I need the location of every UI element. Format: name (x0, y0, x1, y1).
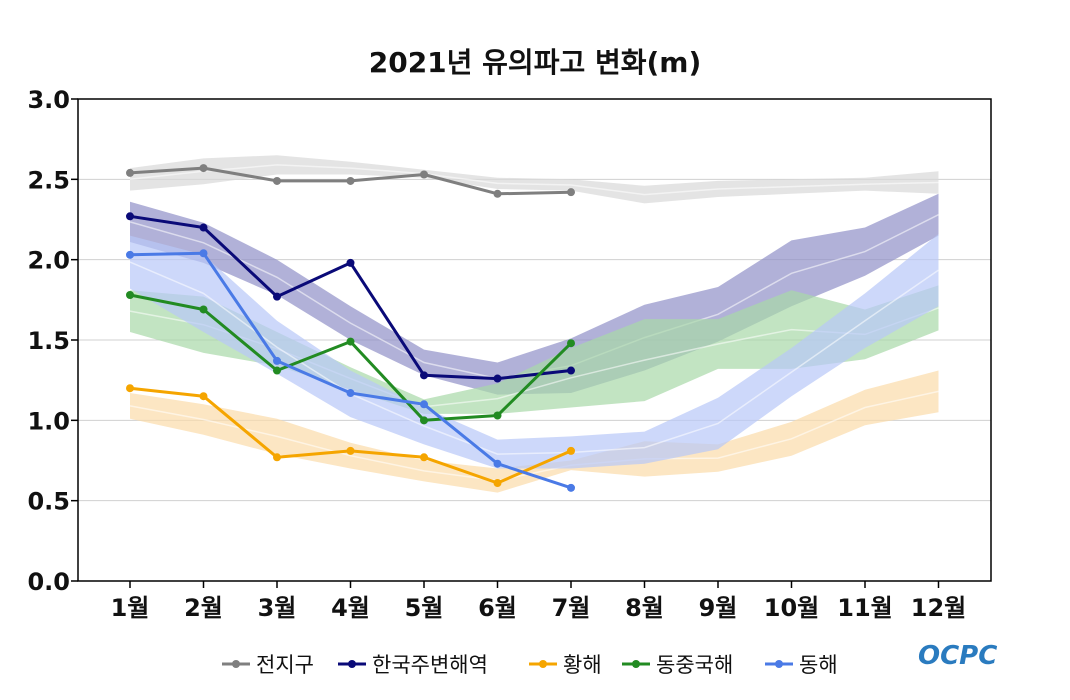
point-0-2 (273, 176, 281, 185)
x-axis-ticks: 1월 2월 3월 4월 5월 6월 7월 8월 9월 10월 11월 12월 (111, 581, 966, 622)
band-1 (130, 193, 939, 395)
xtick-label-9: 10월 (764, 594, 819, 622)
point-3-2 (273, 366, 281, 375)
logo-text: OCPC (918, 641, 997, 671)
point-2-5 (493, 478, 502, 487)
ocpc-logo: OCPC (918, 641, 997, 671)
point-1-5 (493, 374, 502, 383)
band-median-4 (129, 261, 939, 455)
xtick-label-0: 1월 (111, 594, 150, 622)
ytick-label-6: 3.0 (27, 86, 70, 114)
point-1-2 (273, 292, 281, 301)
xtick-label-3: 4월 (331, 594, 370, 622)
chart-title: 2021년 유의파고 변화(m) (369, 46, 702, 79)
point-2-0 (126, 384, 134, 393)
ytick-label-3: 1.5 (27, 327, 70, 355)
point-4-5 (493, 459, 502, 468)
point-1-0 (126, 212, 134, 221)
legend-label-3: 동중국해 (656, 653, 733, 677)
ytick-label-1: 0.5 (27, 488, 70, 516)
xtick-label-11: 12월 (911, 594, 966, 622)
point-4-2 (273, 356, 281, 365)
point-3-1 (199, 305, 208, 314)
point-3-5 (493, 411, 502, 420)
point-2-2 (273, 453, 281, 462)
point-0-0 (126, 168, 134, 177)
legend-label-4: 동해 (799, 653, 838, 677)
point-2-6 (567, 446, 575, 455)
xtick-label-4: 5월 (405, 594, 444, 622)
legend-label-1: 한국주변해역 (372, 653, 488, 677)
xtick-label-6: 7월 (552, 594, 591, 622)
point-1-6 (567, 366, 575, 375)
band-2 (130, 370, 939, 493)
point-0-3 (346, 176, 355, 185)
point-3-4 (420, 416, 428, 425)
xtick-label-1: 2월 (184, 594, 223, 622)
point-0-1 (199, 164, 208, 173)
ytick-label-0: 0.0 (27, 568, 70, 596)
band-median-0 (129, 164, 939, 196)
point-4-1 (199, 249, 208, 258)
band-median-2 (129, 390, 939, 482)
y-axis-ticks: 0.0 0.5 1.0 1.5 2.0 2.5 3.0 (27, 86, 78, 596)
legend-marker-4 (775, 660, 783, 668)
legend-marker-2 (539, 660, 547, 668)
point-1-1 (199, 223, 208, 232)
point-2-4 (420, 453, 428, 462)
ytick-label-2: 1.0 (27, 407, 70, 435)
point-3-6 (567, 339, 575, 348)
legend-label-0: 전지구 (256, 653, 314, 677)
point-0-4 (420, 170, 428, 179)
point-3-3 (346, 337, 355, 346)
legend-marker-1 (348, 660, 356, 668)
point-0-5 (493, 189, 502, 198)
legend: 전지구 한국주변해역 황해 동중국해 동해 (222, 653, 838, 677)
point-2-1 (199, 392, 208, 401)
series-lines (126, 164, 575, 492)
legend-marker-3 (632, 660, 640, 668)
ytick-label-4: 2.0 (27, 247, 70, 275)
legend-marker-0 (232, 660, 240, 668)
point-4-0 (126, 250, 134, 259)
legend-label-2: 황해 (563, 653, 602, 677)
xtick-label-7: 8월 (625, 594, 664, 622)
point-4-3 (346, 389, 355, 398)
point-4-4 (420, 400, 428, 409)
point-4-6 (567, 483, 575, 492)
point-0-6 (567, 188, 575, 197)
xtick-label-5: 6월 (478, 594, 517, 622)
point-1-3 (346, 258, 355, 267)
range-bands (129, 155, 939, 493)
xtick-label-2: 3월 (258, 594, 297, 622)
xtick-label-10: 11월 (837, 594, 892, 622)
point-3-0 (126, 291, 134, 300)
ytick-label-5: 2.5 (27, 166, 70, 194)
xtick-label-8: 9월 (699, 594, 738, 622)
point-1-4 (420, 371, 428, 380)
point-2-3 (346, 446, 355, 455)
